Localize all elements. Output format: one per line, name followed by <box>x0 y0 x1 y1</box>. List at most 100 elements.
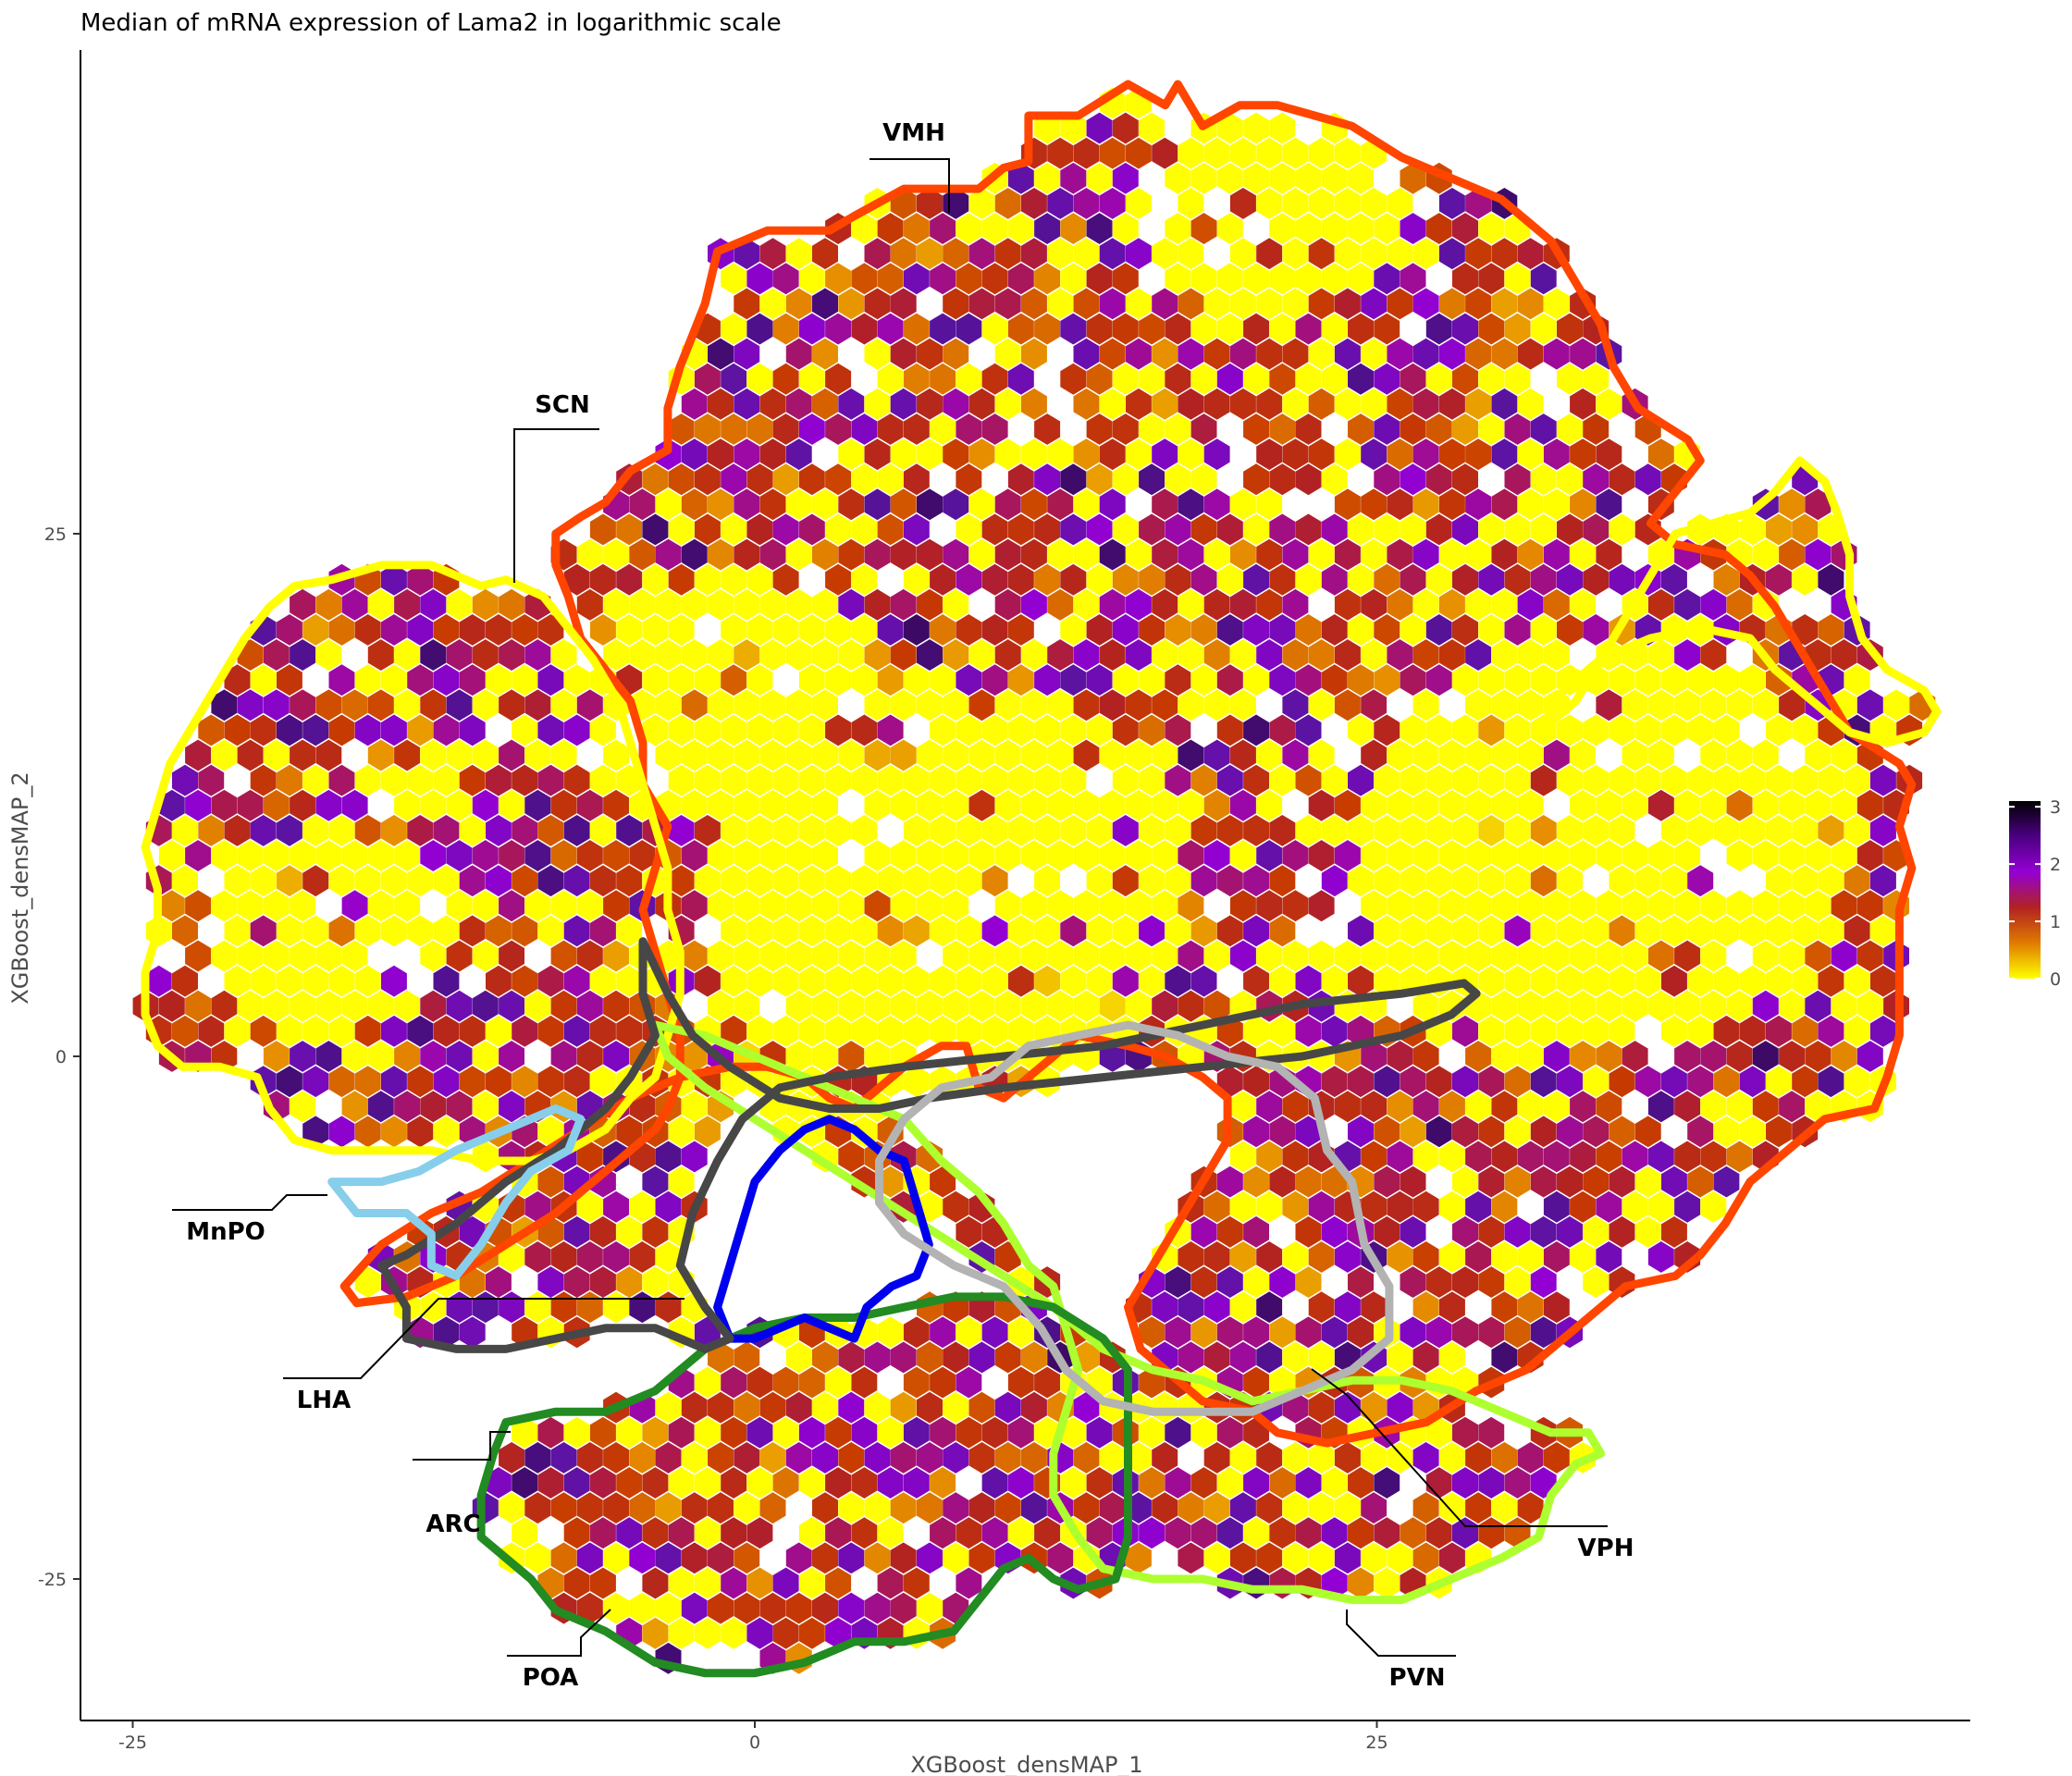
hex-cell <box>655 739 682 771</box>
hex-cell <box>1596 488 1622 521</box>
hex-cell <box>1060 1416 1087 1449</box>
hex-cell <box>1099 890 1126 922</box>
hex-cell <box>1792 1015 1819 1047</box>
hex-cell <box>1661 764 1687 796</box>
hex-cell <box>616 965 643 997</box>
hex-cell <box>759 388 786 420</box>
hex-cell <box>917 488 943 521</box>
hex-cell <box>576 840 603 871</box>
hex-cell <box>668 513 695 546</box>
hex-cell <box>1387 739 1413 771</box>
hex-cell <box>708 388 734 420</box>
hex-cell <box>1557 1116 1583 1148</box>
hex-cell <box>550 739 577 771</box>
hex-cell <box>420 588 447 621</box>
hex-cell <box>1766 513 1792 546</box>
hex-cell <box>1152 388 1178 420</box>
hex-cell <box>1543 639 1570 671</box>
hex-cell <box>1504 664 1531 697</box>
hex-cell <box>1792 513 1819 546</box>
hex-cell <box>1099 940 1126 972</box>
hex-cell <box>838 288 865 320</box>
hex-cell <box>1609 1166 1635 1198</box>
region-outline-mnpo <box>327 1104 586 1280</box>
hex-cell <box>446 588 473 621</box>
hex-cell <box>877 513 904 546</box>
hex-cell <box>1634 764 1661 796</box>
hex-cell <box>1021 739 1047 771</box>
hex-cell <box>1348 664 1374 697</box>
hex-cell <box>629 1241 656 1273</box>
hex-cell <box>1687 1166 1714 1198</box>
hex-cell <box>1818 815 1844 846</box>
hex-cell <box>825 915 852 947</box>
hex-cell <box>1661 815 1687 846</box>
hex-cell <box>185 990 212 1022</box>
region-label-poa: POA <box>523 1664 579 1692</box>
hex-cell <box>1869 965 1896 997</box>
hex-cell <box>708 338 734 370</box>
hex-cell <box>1517 438 1544 471</box>
hex-cell <box>1478 1215 1505 1248</box>
hex-cell <box>1739 1116 1766 1148</box>
hex-cell <box>1308 288 1335 320</box>
hex-cell <box>1530 865 1557 897</box>
colorbar-tick-label: 2 <box>2050 855 2061 875</box>
hex-cell <box>1438 388 1465 420</box>
hex-cell <box>798 1015 825 1047</box>
hex-cell <box>851 815 878 846</box>
hex-cell <box>1295 614 1322 646</box>
hex-cell <box>1321 162 1348 194</box>
hex-cell <box>1334 188 1361 219</box>
hex-cell <box>681 1442 708 1474</box>
hex-cell <box>1203 488 1230 521</box>
hex-cell <box>1779 890 1805 922</box>
hex-cell <box>981 563 1008 596</box>
hex-cell <box>1856 1041 1883 1072</box>
hex-cell <box>1321 1015 1348 1047</box>
hex-cell <box>446 739 473 771</box>
hex-cell <box>1269 363 1296 395</box>
hex-cell <box>943 990 969 1022</box>
hex-cell <box>1021 338 1047 370</box>
hex-cell <box>1661 1066 1687 1098</box>
hex-cell <box>851 915 878 947</box>
hex-cell <box>694 413 721 445</box>
hex-cell <box>1517 388 1544 420</box>
hex-cell <box>1256 538 1283 571</box>
hex-cell <box>721 664 747 697</box>
hex-cell <box>367 739 394 771</box>
hex-cell <box>1517 338 1544 370</box>
hex-cell <box>943 689 969 722</box>
hex-cell <box>994 438 1021 471</box>
hex-cell <box>1425 865 1452 897</box>
hex-cell <box>354 965 381 997</box>
hex-cell <box>1752 840 1779 871</box>
hex-cell <box>1321 263 1348 295</box>
hex-cell <box>1099 789 1126 821</box>
hex-cell <box>1647 588 1674 621</box>
hex-cell <box>367 639 394 671</box>
hex-cell <box>1256 1091 1283 1123</box>
hex-cell <box>1491 538 1518 571</box>
hex-cell <box>1687 764 1714 796</box>
hex-cell <box>1269 213 1296 244</box>
hex-cell <box>1229 1241 1256 1273</box>
hex-cell <box>1047 588 1074 621</box>
hex-cell <box>472 1091 499 1123</box>
hex-cell <box>341 588 368 621</box>
hex-cell <box>890 1542 917 1574</box>
hex-cell <box>798 1567 825 1599</box>
hex-cell <box>708 840 734 871</box>
hex-cell <box>446 940 473 972</box>
hex-cell <box>277 965 302 997</box>
hex-cell <box>1047 789 1074 821</box>
hex-cell <box>981 313 1008 345</box>
hex-cell <box>1112 213 1139 244</box>
hex-cell <box>785 288 812 320</box>
hex-cell <box>1007 213 1034 244</box>
hex-cell <box>1583 1066 1610 1098</box>
hex-cell <box>812 1592 838 1624</box>
hex-cell <box>1700 739 1727 771</box>
